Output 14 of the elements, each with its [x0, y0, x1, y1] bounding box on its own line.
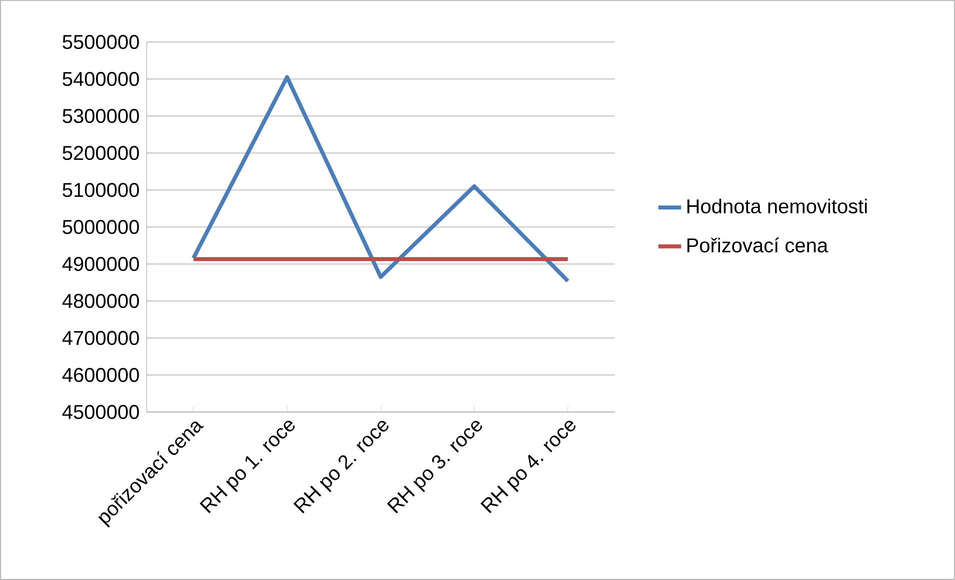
y-tick-label: 5000000 [62, 220, 139, 234]
y-tick-label: 5200000 [62, 146, 139, 160]
y-tick-label: 4600000 [62, 368, 139, 382]
line-series [191, 75, 570, 284]
y-tick-label: 4800000 [62, 294, 139, 308]
legend-label: Pořizovací cena [687, 238, 828, 252]
y-tick-label: 4900000 [62, 256, 139, 272]
y-tick-label: 4700000 [62, 330, 139, 346]
legend-label: Hodnota nemovitosti [687, 198, 867, 214]
y-tick-label: 5300000 [62, 108, 139, 124]
y-tick-label: 4500000 [62, 404, 139, 420]
y-tick-label: 5500000 [62, 34, 139, 50]
y-tick-label: 5100000 [62, 182, 139, 198]
y-tick-label: 5400000 [62, 72, 139, 86]
